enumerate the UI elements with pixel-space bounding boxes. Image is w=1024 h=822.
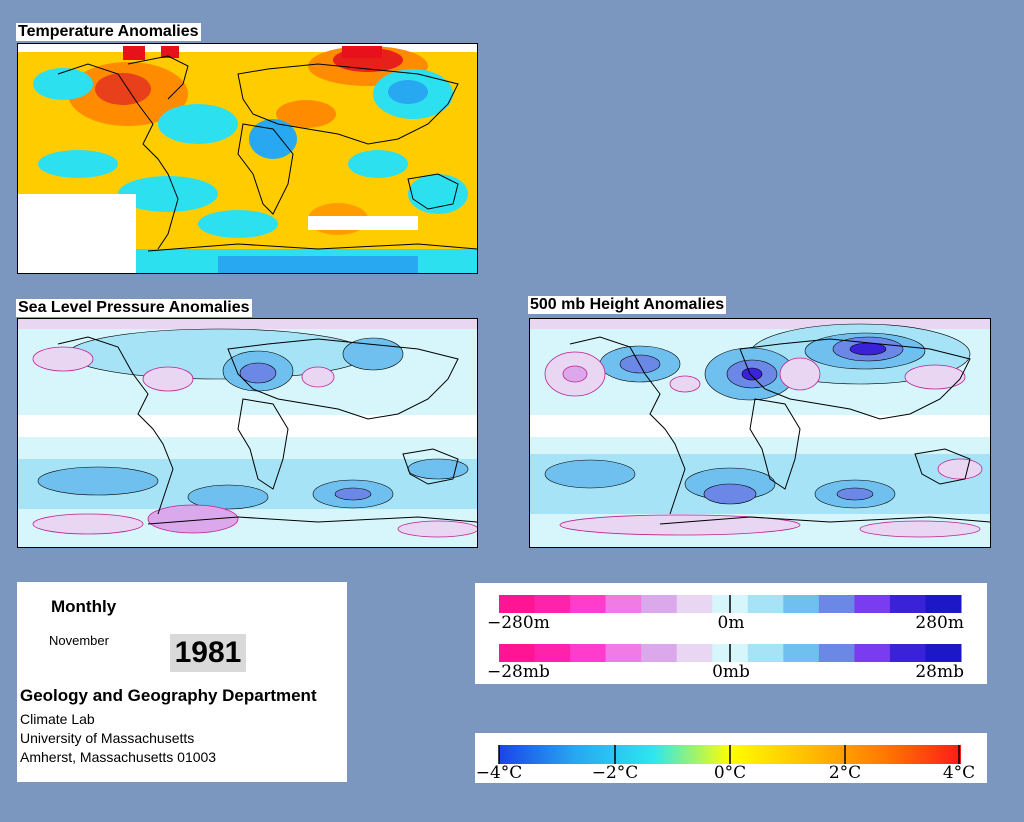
height-legend-min: −280m bbox=[487, 613, 550, 633]
color-bar-segment bbox=[499, 644, 536, 662]
color-bar-segment bbox=[783, 644, 820, 662]
color-bar-segment bbox=[854, 644, 891, 662]
height-legend-mid: 0m bbox=[718, 613, 745, 633]
pressure-color-bar bbox=[499, 644, 962, 662]
color-bar-segment bbox=[783, 595, 820, 613]
color-bar-segment bbox=[676, 595, 713, 613]
temp-tick-0: 0°C bbox=[714, 763, 746, 783]
color-bar-segment bbox=[605, 595, 642, 613]
frequency-label: Monthly bbox=[51, 597, 117, 616]
year-label: 1981 bbox=[170, 634, 246, 672]
color-bar-segment bbox=[925, 595, 962, 613]
temp-tick-neg2: −2°C bbox=[592, 763, 639, 783]
temp-tick-2: 2°C bbox=[829, 763, 861, 783]
color-bar-segment bbox=[570, 644, 607, 662]
month-label: November bbox=[49, 633, 109, 648]
pressure-legend-min: −28mb bbox=[487, 662, 550, 682]
color-bar-segment bbox=[925, 644, 962, 662]
height-anomaly-map bbox=[529, 318, 991, 548]
temperature-anomaly-map bbox=[17, 43, 478, 274]
color-bar-segment bbox=[534, 595, 571, 613]
color-bar-segment bbox=[747, 644, 784, 662]
color-bar-segment bbox=[641, 595, 678, 613]
temp-tick-neg4: −4°C bbox=[476, 763, 523, 783]
temperature-map-title: Temperature Anomalies bbox=[16, 23, 201, 41]
color-bar-segment bbox=[889, 595, 926, 613]
height-map-title: 500 mb Height Anomalies bbox=[528, 296, 727, 314]
color-bar-segment bbox=[605, 644, 642, 662]
pressure-legend-max: 28mb bbox=[915, 662, 964, 682]
color-bar-segment bbox=[641, 644, 678, 662]
height-color-bar bbox=[499, 595, 962, 613]
color-bar-segment bbox=[818, 644, 855, 662]
university-label: University of Massachusetts bbox=[20, 730, 195, 746]
slp-anomaly-map bbox=[17, 318, 478, 548]
color-bar-segment bbox=[854, 595, 891, 613]
color-bar-segment bbox=[570, 595, 607, 613]
height-legend-max: 280m bbox=[915, 613, 964, 633]
info-panel: Monthly November 1981 Geology and Geogra… bbox=[17, 582, 347, 782]
anomaly-color-legend: −280m 0m 280m −28mb 0mb 28mb bbox=[475, 583, 987, 684]
color-bar-segment bbox=[676, 644, 713, 662]
pressure-legend-mid: 0mb bbox=[712, 662, 750, 682]
department-label: Geology and Geography Department bbox=[20, 686, 317, 705]
lab-label: Climate Lab bbox=[20, 711, 95, 727]
temp-tick-4: 4°C bbox=[943, 763, 975, 783]
temperature-color-legend: −4°C −2°C 0°C 2°C 4°C bbox=[475, 733, 987, 783]
slp-map-title: Sea Level Pressure Anomalies bbox=[16, 299, 252, 317]
color-bar-segment bbox=[818, 595, 855, 613]
color-bar-segment bbox=[534, 644, 571, 662]
address-label: Amherst, Massachusetts 01003 bbox=[20, 749, 217, 765]
color-bar-segment bbox=[499, 595, 536, 613]
color-bar-segment bbox=[889, 644, 926, 662]
color-bar-segment bbox=[747, 595, 784, 613]
